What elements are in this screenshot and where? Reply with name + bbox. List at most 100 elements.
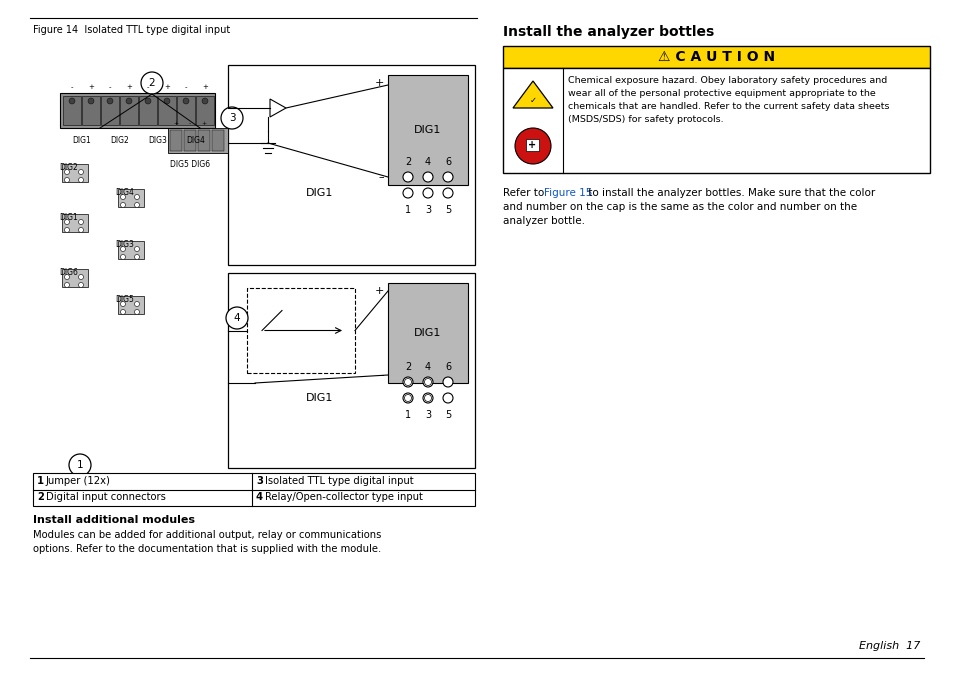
- Circle shape: [183, 98, 189, 104]
- Bar: [33, 473, 475, 506]
- Circle shape: [442, 377, 453, 387]
- Text: DIG2: DIG2: [59, 163, 77, 172]
- Circle shape: [145, 98, 151, 104]
- Bar: [120, 96, 138, 125]
- Circle shape: [404, 394, 411, 402]
- Circle shape: [402, 172, 413, 182]
- Text: Isolated TTL type digital input: Isolated TTL type digital input: [265, 476, 414, 486]
- Text: DIG1: DIG1: [59, 213, 77, 222]
- Text: chemicals that are handled. Refer to the current safety data sheets: chemicals that are handled. Refer to the…: [567, 102, 888, 111]
- Text: Figure 15: Figure 15: [543, 188, 592, 198]
- Bar: [525, 139, 538, 151]
- Circle shape: [226, 307, 248, 329]
- Circle shape: [424, 394, 431, 402]
- Text: 4: 4: [233, 313, 240, 323]
- Text: wear all of the personal protective equipment appropriate to the: wear all of the personal protective equi…: [567, 89, 875, 98]
- Text: DIG1: DIG1: [306, 188, 334, 198]
- Bar: [247, 288, 355, 373]
- Bar: [118, 296, 144, 314]
- Text: Refer to: Refer to: [502, 188, 547, 198]
- Circle shape: [65, 178, 70, 182]
- Circle shape: [134, 194, 139, 199]
- Text: 6: 6: [444, 362, 451, 372]
- Circle shape: [422, 393, 433, 403]
- Text: (MSDS/SDS) for safety protocols.: (MSDS/SDS) for safety protocols.: [567, 115, 723, 124]
- Circle shape: [134, 254, 139, 260]
- Text: DIG5: DIG5: [115, 295, 133, 304]
- Bar: [388, 75, 468, 185]
- Text: 3: 3: [255, 476, 263, 486]
- Text: DIG5 DIG6: DIG5 DIG6: [170, 160, 210, 169]
- Circle shape: [134, 310, 139, 314]
- Bar: [82, 96, 100, 125]
- Text: +: +: [202, 84, 208, 90]
- Text: +: +: [164, 84, 170, 90]
- Text: 2: 2: [149, 78, 155, 88]
- Circle shape: [442, 188, 453, 198]
- Circle shape: [126, 98, 132, 104]
- Text: –: –: [378, 370, 384, 380]
- Circle shape: [422, 172, 433, 182]
- Text: DIG1: DIG1: [414, 125, 441, 135]
- Bar: [177, 96, 194, 125]
- Circle shape: [65, 219, 70, 225]
- Circle shape: [515, 128, 551, 164]
- Text: 3: 3: [424, 410, 431, 420]
- Text: 1: 1: [76, 460, 83, 470]
- Circle shape: [78, 227, 84, 232]
- Bar: [170, 130, 182, 151]
- Text: analyzer bottle.: analyzer bottle.: [502, 216, 584, 226]
- Bar: [101, 96, 119, 125]
- Circle shape: [78, 170, 84, 174]
- Text: ✓: ✓: [529, 96, 536, 104]
- Bar: [139, 96, 157, 125]
- Polygon shape: [513, 81, 553, 108]
- Text: 1: 1: [37, 476, 44, 486]
- Circle shape: [422, 188, 433, 198]
- Text: DIG4: DIG4: [115, 188, 133, 197]
- Circle shape: [65, 283, 70, 287]
- Bar: [212, 130, 224, 151]
- Bar: [62, 269, 88, 287]
- Text: 3: 3: [229, 113, 235, 123]
- Text: Figure 14  Isolated TTL type digital input: Figure 14 Isolated TTL type digital inpu…: [33, 25, 230, 35]
- Text: +: +: [126, 84, 132, 90]
- Bar: [228, 65, 475, 265]
- Bar: [62, 164, 88, 182]
- Bar: [62, 214, 88, 232]
- Polygon shape: [270, 99, 286, 117]
- Circle shape: [78, 283, 84, 287]
- Bar: [388, 283, 468, 383]
- Text: -: -: [71, 84, 73, 90]
- Circle shape: [120, 203, 126, 207]
- Circle shape: [69, 98, 75, 104]
- Circle shape: [402, 188, 413, 198]
- Bar: [502, 46, 929, 68]
- Text: +: +: [375, 78, 384, 88]
- Circle shape: [120, 302, 126, 306]
- Circle shape: [134, 246, 139, 252]
- Text: 1: 1: [404, 205, 411, 215]
- Circle shape: [120, 246, 126, 252]
- Text: +: +: [201, 121, 207, 126]
- Bar: [228, 273, 475, 468]
- Bar: [195, 96, 213, 125]
- Circle shape: [65, 227, 70, 232]
- Circle shape: [202, 98, 208, 104]
- Bar: [168, 128, 228, 153]
- Circle shape: [424, 378, 431, 386]
- Bar: [118, 189, 144, 207]
- Text: options. Refer to the documentation that is supplied with the module.: options. Refer to the documentation that…: [33, 544, 381, 554]
- Circle shape: [164, 98, 170, 104]
- Circle shape: [88, 98, 94, 104]
- Circle shape: [120, 254, 126, 260]
- Text: 4: 4: [255, 493, 263, 503]
- Circle shape: [120, 310, 126, 314]
- Text: DIG4: DIG4: [186, 136, 205, 145]
- Circle shape: [78, 219, 84, 225]
- Text: Chemical exposure hazard. Obey laboratory safety procedures and: Chemical exposure hazard. Obey laborator…: [567, 76, 886, 85]
- Circle shape: [65, 275, 70, 279]
- Circle shape: [422, 377, 433, 387]
- Text: Jumper (12x): Jumper (12x): [46, 476, 111, 486]
- Text: 6: 6: [444, 157, 451, 167]
